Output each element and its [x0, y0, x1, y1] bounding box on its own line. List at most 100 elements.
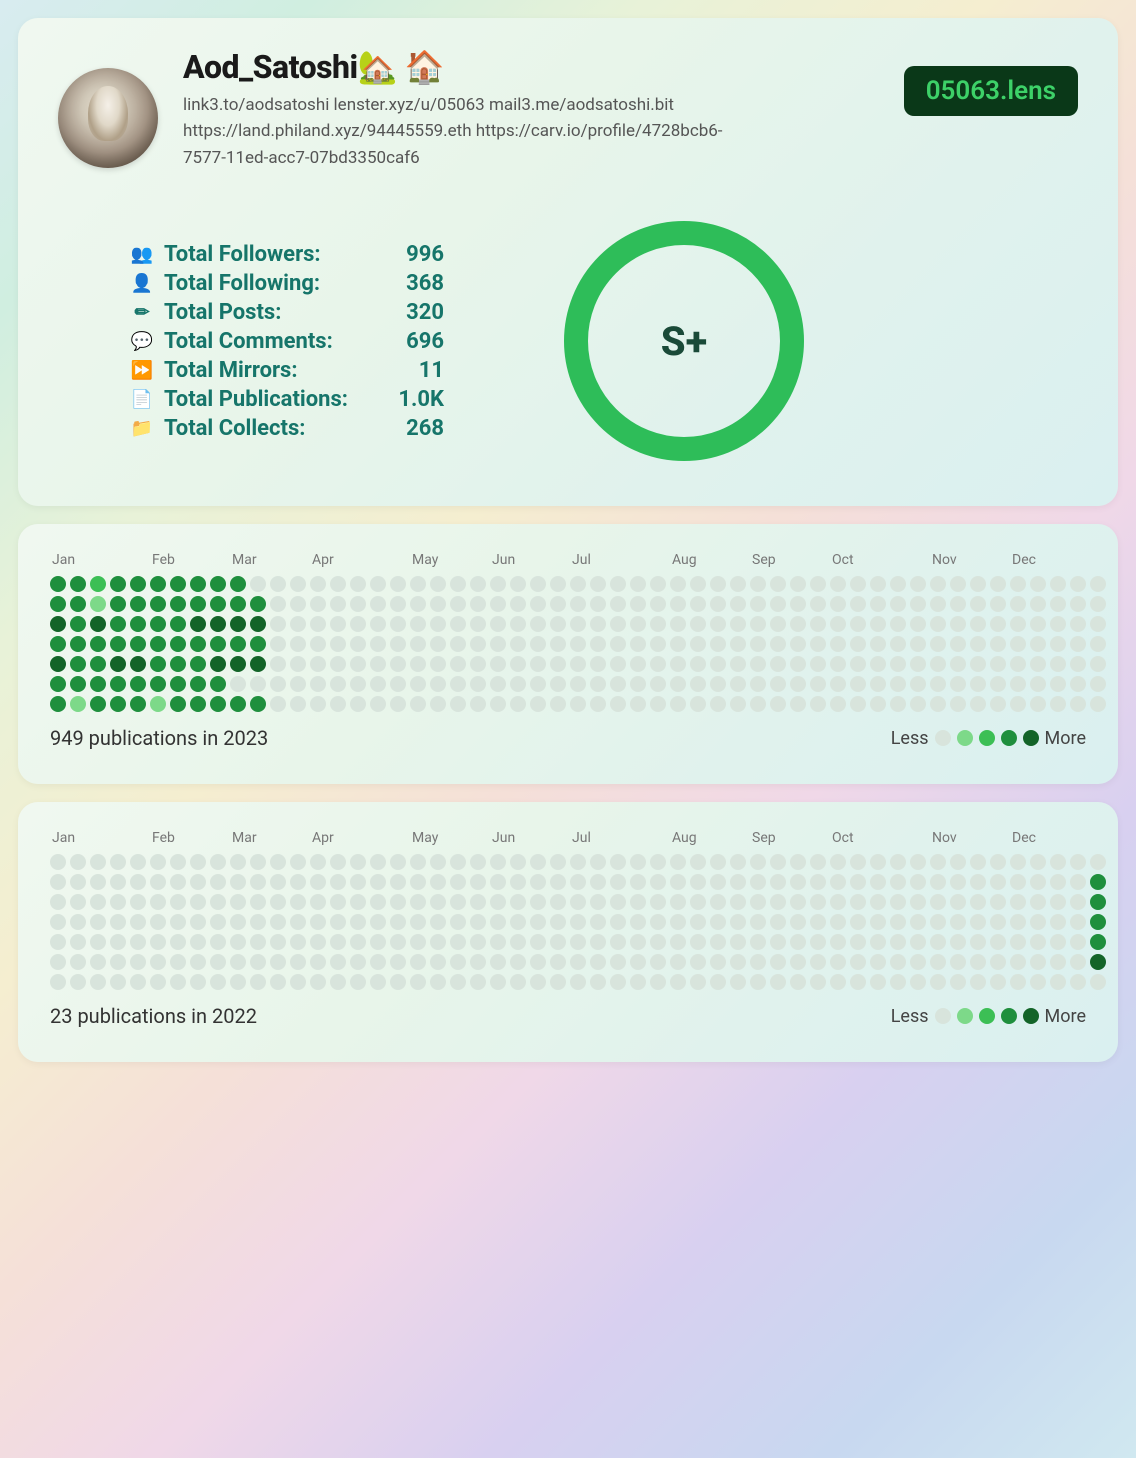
- contribution-cell[interactable]: [570, 596, 586, 612]
- contribution-cell[interactable]: [430, 696, 446, 712]
- contribution-cell[interactable]: [810, 696, 826, 712]
- contribution-cell[interactable]: [870, 576, 886, 592]
- contribution-cell[interactable]: [210, 576, 226, 592]
- contribution-cell[interactable]: [570, 576, 586, 592]
- contribution-cell[interactable]: [890, 596, 906, 612]
- contribution-cell[interactable]: [170, 696, 186, 712]
- contribution-cell[interactable]: [950, 656, 966, 672]
- contribution-cell[interactable]: [70, 894, 86, 910]
- contribution-cell[interactable]: [490, 914, 506, 930]
- contribution-cell[interactable]: [650, 636, 666, 652]
- contribution-cell[interactable]: [270, 954, 286, 970]
- contribution-cell[interactable]: [670, 934, 686, 950]
- contribution-cell[interactable]: [930, 934, 946, 950]
- contribution-cell[interactable]: [410, 894, 426, 910]
- contribution-cell[interactable]: [550, 596, 566, 612]
- contribution-cell[interactable]: [210, 696, 226, 712]
- contribution-cell[interactable]: [970, 974, 986, 990]
- contribution-cell[interactable]: [690, 934, 706, 950]
- contribution-cell[interactable]: [450, 696, 466, 712]
- contribution-cell[interactable]: [670, 954, 686, 970]
- contribution-cell[interactable]: [650, 934, 666, 950]
- contribution-cell[interactable]: [430, 576, 446, 592]
- contribution-cell[interactable]: [650, 576, 666, 592]
- contribution-cell[interactable]: [370, 954, 386, 970]
- contribution-cell[interactable]: [790, 576, 806, 592]
- contribution-cell[interactable]: [830, 894, 846, 910]
- contribution-cell[interactable]: [930, 854, 946, 870]
- contribution-cell[interactable]: [170, 616, 186, 632]
- contribution-cell[interactable]: [950, 954, 966, 970]
- contribution-cell[interactable]: [70, 616, 86, 632]
- contribution-cell[interactable]: [510, 576, 526, 592]
- contribution-cell[interactable]: [770, 854, 786, 870]
- contribution-cell[interactable]: [670, 894, 686, 910]
- contribution-cell[interactable]: [770, 656, 786, 672]
- contribution-cell[interactable]: [830, 576, 846, 592]
- contribution-cell[interactable]: [130, 596, 146, 612]
- contribution-cell[interactable]: [330, 914, 346, 930]
- contribution-cell[interactable]: [1050, 696, 1066, 712]
- contribution-cell[interactable]: [990, 914, 1006, 930]
- contribution-cell[interactable]: [270, 676, 286, 692]
- contribution-cell[interactable]: [470, 954, 486, 970]
- contribution-cell[interactable]: [510, 974, 526, 990]
- contribution-cell[interactable]: [1010, 616, 1026, 632]
- contribution-cell[interactable]: [1050, 636, 1066, 652]
- contribution-cell[interactable]: [250, 874, 266, 890]
- contribution-cell[interactable]: [670, 974, 686, 990]
- contribution-cell[interactable]: [1070, 616, 1086, 632]
- contribution-cell[interactable]: [930, 696, 946, 712]
- contribution-cell[interactable]: [590, 576, 606, 592]
- contribution-cell[interactable]: [50, 874, 66, 890]
- contribution-cell[interactable]: [190, 596, 206, 612]
- contribution-cell[interactable]: [810, 934, 826, 950]
- contribution-cell[interactable]: [1010, 894, 1026, 910]
- contribution-cell[interactable]: [1050, 676, 1066, 692]
- contribution-cell[interactable]: [330, 934, 346, 950]
- contribution-cell[interactable]: [1010, 974, 1026, 990]
- contribution-cell[interactable]: [930, 954, 946, 970]
- contribution-cell[interactable]: [970, 934, 986, 950]
- contribution-cell[interactable]: [1030, 656, 1046, 672]
- contribution-cell[interactable]: [510, 854, 526, 870]
- contribution-cell[interactable]: [510, 874, 526, 890]
- contribution-cell[interactable]: [110, 576, 126, 592]
- contribution-cell[interactable]: [170, 974, 186, 990]
- contribution-cell[interactable]: [350, 656, 366, 672]
- contribution-cell[interactable]: [410, 854, 426, 870]
- contribution-cell[interactable]: [710, 636, 726, 652]
- contribution-cell[interactable]: [930, 576, 946, 592]
- contribution-cell[interactable]: [750, 596, 766, 612]
- contribution-cell[interactable]: [950, 874, 966, 890]
- contribution-cell[interactable]: [190, 636, 206, 652]
- contribution-cell[interactable]: [730, 914, 746, 930]
- contribution-cell[interactable]: [730, 676, 746, 692]
- contribution-cell[interactable]: [290, 696, 306, 712]
- contribution-cell[interactable]: [470, 596, 486, 612]
- contribution-cell[interactable]: [210, 616, 226, 632]
- contribution-cell[interactable]: [610, 934, 626, 950]
- contribution-cell[interactable]: [1010, 914, 1026, 930]
- contribution-cell[interactable]: [430, 656, 446, 672]
- contribution-cell[interactable]: [630, 576, 646, 592]
- contribution-cell[interactable]: [330, 596, 346, 612]
- contribution-cell[interactable]: [50, 696, 66, 712]
- contribution-cell[interactable]: [350, 934, 366, 950]
- contribution-cell[interactable]: [70, 914, 86, 930]
- contribution-cell[interactable]: [770, 636, 786, 652]
- contribution-cell[interactable]: [450, 576, 466, 592]
- contribution-cell[interactable]: [50, 914, 66, 930]
- contribution-cell[interactable]: [990, 934, 1006, 950]
- contribution-cell[interactable]: [210, 596, 226, 612]
- contribution-cell[interactable]: [850, 596, 866, 612]
- contribution-cell[interactable]: [790, 636, 806, 652]
- contribution-cell[interactable]: [570, 854, 586, 870]
- contribution-cell[interactable]: [1050, 874, 1066, 890]
- contribution-cell[interactable]: [510, 954, 526, 970]
- contribution-cell[interactable]: [310, 854, 326, 870]
- contribution-cell[interactable]: [570, 894, 586, 910]
- contribution-cell[interactable]: [410, 676, 426, 692]
- contribution-cell[interactable]: [1090, 854, 1106, 870]
- contribution-cell[interactable]: [830, 914, 846, 930]
